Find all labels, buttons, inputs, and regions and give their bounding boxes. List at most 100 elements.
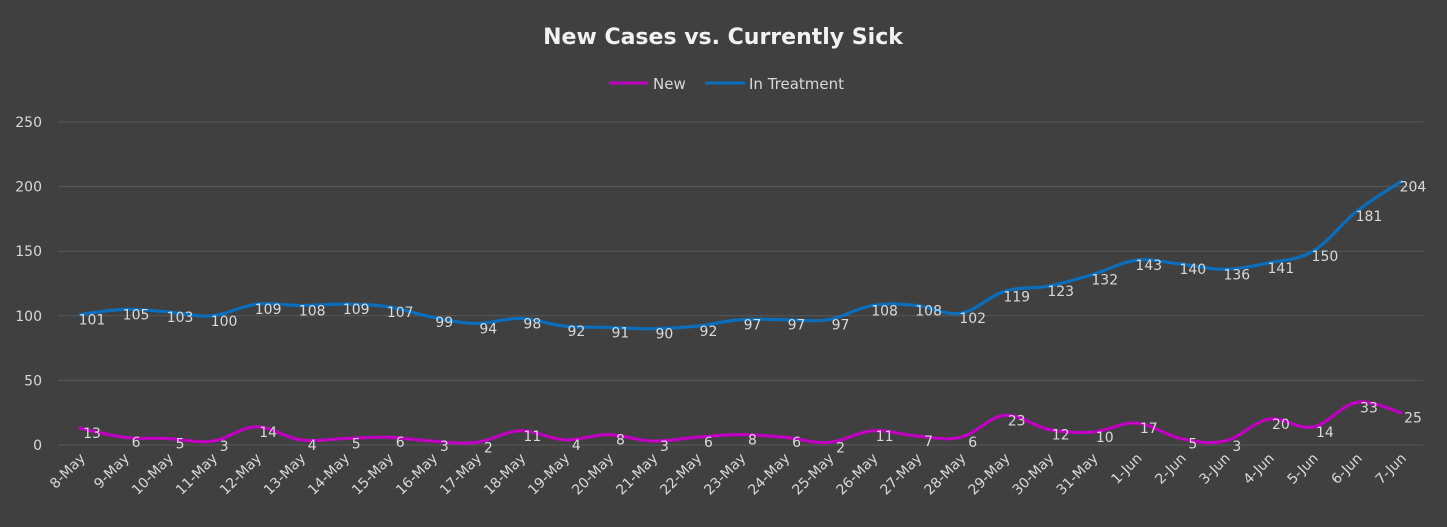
data-label-new: 12 (1052, 427, 1070, 443)
x-tick-label: 19-May (525, 451, 573, 499)
data-label-new: 6 (396, 435, 405, 451)
data-label-in-treatment: 119 (1003, 289, 1030, 305)
data-label-new: 25 (1404, 411, 1422, 427)
series-lines (78, 179, 1403, 445)
series-line-in-treatment (78, 179, 1403, 331)
x-tick-label: 26-May (833, 451, 881, 499)
data-label-in-treatment: 108 (299, 303, 326, 319)
data-label-in-treatment: 92 (567, 324, 585, 340)
data-label-in-treatment: 109 (343, 302, 370, 318)
data-label-new: 5 (176, 437, 185, 453)
data-label-new: 4 (572, 438, 581, 454)
y-axis: 0 50 100 150 200 250 (15, 115, 42, 454)
data-label-in-treatment: 109 (255, 302, 282, 318)
data-label-in-treatment: 99 (435, 315, 453, 331)
x-tick-label: 28-May (922, 451, 970, 499)
data-label-in-treatment: 108 (871, 303, 898, 319)
x-tick-label: 16-May (393, 451, 441, 499)
y-tick-label: 50 (24, 373, 42, 389)
x-tick-label: 3-Jun (1196, 451, 1233, 488)
x-tick-label: 24-May (745, 451, 793, 499)
data-label-in-treatment: 92 (700, 324, 718, 340)
data-label-in-treatment: 102 (959, 311, 986, 327)
x-tick-label: 17-May (437, 451, 485, 499)
x-tick-label: 4-Jun (1241, 451, 1278, 488)
data-label-in-treatment: 90 (656, 327, 674, 343)
data-label-new: 6 (704, 435, 713, 451)
legend-in-treatment-label: In Treatment (749, 75, 844, 93)
data-label-new: 2 (836, 440, 845, 456)
data-label-new: 5 (1188, 437, 1197, 453)
y-tick-label: 150 (15, 244, 42, 260)
x-tick-label: 21-May (613, 451, 661, 499)
data-label-new: 8 (748, 433, 757, 449)
y-tick-label: 100 (15, 309, 42, 325)
grid-lines (58, 121, 1423, 446)
data-label-in-treatment: 107 (387, 305, 414, 321)
data-label-new: 3 (220, 439, 229, 455)
x-tick-label: 13-May (261, 451, 309, 499)
data-label-in-treatment: 98 (523, 316, 541, 332)
data-label-in-treatment: 97 (788, 318, 806, 334)
data-label-in-treatment: 97 (832, 318, 850, 334)
x-tick-label: 12-May (217, 451, 265, 499)
x-tick-label: 23-May (701, 451, 749, 499)
data-label-new: 11 (876, 429, 894, 445)
data-label-in-treatment: 132 (1091, 272, 1118, 288)
data-label-in-treatment: 150 (1312, 249, 1339, 265)
data-label-in-treatment: 123 (1047, 284, 1074, 300)
data-label-in-treatment: 136 (1223, 267, 1250, 283)
data-label-in-treatment: 94 (479, 322, 497, 338)
series-line-new (78, 400, 1403, 445)
x-tick-label: 9-May (91, 451, 133, 493)
chart-legend: New In Treatment (609, 75, 844, 93)
data-label-new: 33 (1360, 400, 1378, 416)
x-tick-label: 2-Jun (1152, 451, 1189, 488)
data-label-in-treatment: 141 (1268, 261, 1295, 277)
x-tick-label: 10-May (129, 451, 177, 499)
x-tick-label: 27-May (878, 451, 926, 499)
data-label-in-treatment: 105 (123, 307, 150, 323)
x-tick-label: 11-May (173, 451, 221, 499)
data-label-in-treatment: 103 (167, 310, 194, 326)
data-label-new: 23 (1008, 413, 1026, 429)
x-tick-label: 31-May (1054, 451, 1102, 499)
data-label-in-treatment: 204 (1400, 179, 1427, 195)
data-label-new: 3 (1232, 439, 1241, 455)
data-label-in-treatment: 100 (211, 314, 238, 330)
data-label-new: 11 (523, 429, 541, 445)
data-label-new: 17 (1140, 421, 1158, 437)
x-tick-label: 8-May (47, 451, 89, 493)
x-tick-label: 25-May (789, 451, 837, 499)
data-label-new: 7 (924, 434, 933, 450)
data-label-new: 3 (660, 439, 669, 455)
y-tick-label: 200 (15, 180, 42, 196)
data-label-in-treatment: 101 (79, 313, 106, 329)
x-tick-label: 15-May (349, 451, 397, 499)
data-label-new: 6 (132, 435, 141, 451)
y-tick-label: 250 (15, 115, 42, 131)
x-tick-label: 22-May (657, 451, 705, 499)
y-tick-label: 0 (33, 438, 42, 454)
x-tick-label: 1-Jun (1108, 451, 1145, 488)
x-tick-label: 29-May (966, 451, 1014, 499)
data-label-new: 6 (968, 435, 977, 451)
data-label-new: 3 (440, 439, 449, 455)
x-tick-label: 6-Jun (1329, 451, 1366, 488)
data-label-new: 20 (1272, 417, 1290, 433)
data-label-in-treatment: 108 (915, 303, 942, 319)
data-label-new: 5 (352, 437, 361, 453)
x-tick-label: 30-May (1010, 451, 1058, 499)
data-label-in-treatment: 143 (1135, 258, 1162, 274)
x-tick-label: 20-May (569, 451, 617, 499)
data-label-new: 2 (484, 440, 493, 456)
x-tick-label: 18-May (481, 451, 529, 499)
data-label-in-treatment: 97 (744, 318, 762, 334)
data-label-new: 4 (308, 438, 317, 454)
x-tick-label: 7-Jun (1373, 451, 1410, 488)
data-label-new: 13 (83, 426, 101, 442)
data-label-new: 6 (792, 435, 801, 451)
